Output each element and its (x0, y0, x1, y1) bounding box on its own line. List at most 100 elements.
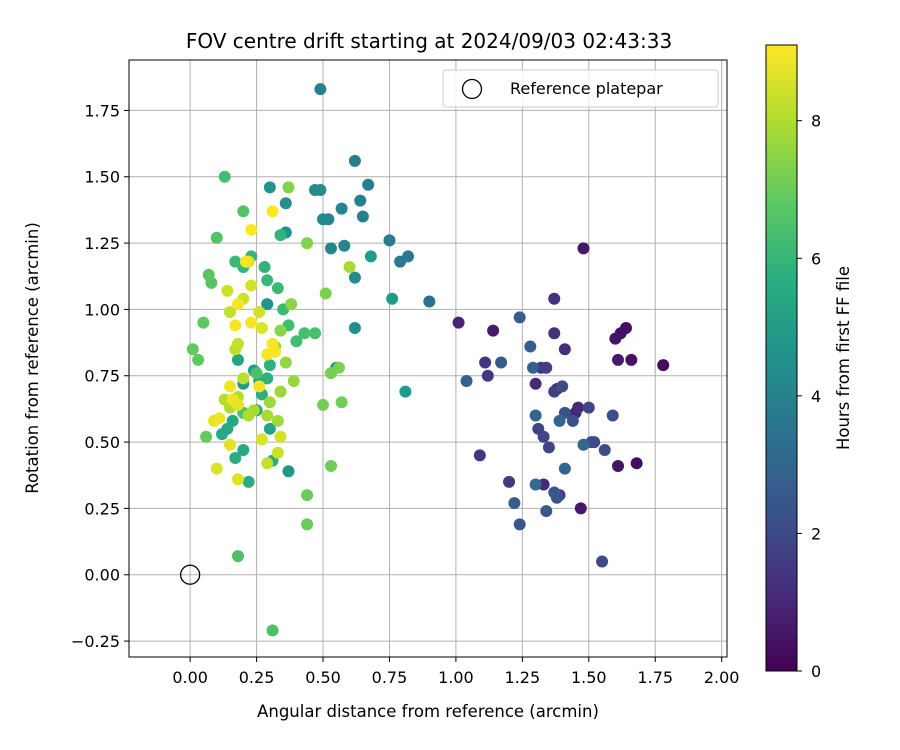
data-point (354, 194, 367, 207)
gridlines (129, 60, 727, 657)
y-tick-label: 1.50 (84, 168, 120, 187)
data-point (274, 324, 287, 337)
colorbar-tick-label: 2 (811, 524, 821, 543)
data-point (242, 409, 255, 422)
x-tick-label: 0.00 (172, 668, 208, 687)
colorbar-tick-label: 6 (811, 249, 821, 268)
data-point (231, 550, 244, 563)
data-point (237, 444, 250, 457)
data-point (229, 255, 242, 268)
data-point (274, 430, 287, 443)
data-point (231, 298, 244, 311)
data-point (229, 452, 242, 464)
data-point (261, 409, 274, 422)
data-point (529, 377, 542, 390)
data-point (301, 237, 314, 250)
data-point (271, 282, 284, 295)
data-point (258, 260, 271, 273)
data-point (332, 361, 345, 374)
y-tick-label: 1.75 (84, 101, 120, 120)
data-point (279, 356, 292, 369)
data-point (609, 332, 622, 345)
data-point (348, 154, 361, 167)
data-point (558, 343, 571, 356)
data-point (255, 321, 268, 334)
data-point (335, 396, 348, 409)
data-point (487, 324, 500, 337)
y-tick-label: 0.50 (84, 433, 120, 452)
data-point (231, 473, 244, 486)
data-point (481, 369, 494, 382)
data-point (298, 327, 311, 340)
data-point (253, 306, 266, 319)
colorbar-label: Hours from first FF file (834, 266, 853, 450)
data-point (242, 475, 255, 488)
data-point (245, 316, 258, 329)
chart-title: FOV centre drift starting at 2024/09/03 … (186, 29, 672, 53)
y-axis-label: Rotation from reference (arcmin) (23, 222, 42, 494)
data-point (237, 372, 250, 385)
x-axis-label: Angular distance from reference (arcmin) (257, 702, 599, 721)
data-point (282, 181, 295, 194)
data-point (245, 223, 258, 236)
data-point (231, 337, 244, 350)
data-point (526, 361, 539, 374)
data-point (625, 353, 638, 366)
data-point (542, 441, 555, 454)
colorbar-tick-label: 0 (811, 662, 821, 681)
data-point (231, 398, 244, 411)
data-point (423, 295, 436, 308)
data-point (537, 430, 550, 443)
legend-box (442, 69, 719, 108)
data-point (216, 428, 229, 441)
data-point (556, 380, 569, 393)
data-point (213, 412, 226, 425)
data-point (324, 459, 337, 472)
data-point (364, 250, 377, 263)
data-point (282, 465, 295, 478)
plot-frame (128, 59, 728, 658)
data-point (612, 353, 625, 366)
y-tick-label: 0.25 (84, 499, 120, 518)
data-point (266, 205, 279, 218)
data-point (231, 353, 244, 366)
data-point (460, 375, 473, 388)
data-point (343, 260, 356, 273)
data-point (309, 327, 322, 340)
data-point (261, 457, 274, 470)
data-point (253, 380, 266, 393)
data-point (612, 459, 625, 472)
data-point (540, 361, 553, 374)
data-point (348, 321, 361, 334)
data-point (356, 210, 369, 223)
data-point (550, 491, 563, 504)
data-point (319, 287, 332, 300)
legend: Reference platepar (442, 69, 719, 108)
y-tick-label: 1.25 (84, 234, 120, 253)
data-point (572, 401, 585, 414)
data-point (540, 505, 553, 518)
x-tick-label: 1.75 (637, 668, 673, 687)
data-point (192, 353, 205, 366)
reference-platepar-marker (179, 564, 201, 585)
y-tick-label: 0.75 (84, 367, 120, 386)
colorbar-ticks: 0 2 4 6 8 (797, 112, 821, 681)
data-point (290, 335, 303, 348)
data-point (229, 319, 242, 332)
data-point (548, 327, 561, 340)
data-point (263, 181, 276, 194)
data-point (186, 343, 199, 356)
data-point (362, 178, 375, 191)
data-point (269, 345, 282, 358)
x-tick-label: 1.00 (438, 668, 474, 687)
data-point (271, 414, 284, 427)
data-point (255, 433, 268, 446)
data-point (261, 298, 274, 311)
x-tick-label: 0.50 (305, 668, 341, 687)
data-point (553, 414, 566, 427)
data-point (239, 255, 252, 268)
y-tick-label: 1.00 (84, 300, 120, 319)
data-point (524, 340, 537, 353)
data-point (223, 380, 236, 393)
data-point (324, 242, 337, 255)
